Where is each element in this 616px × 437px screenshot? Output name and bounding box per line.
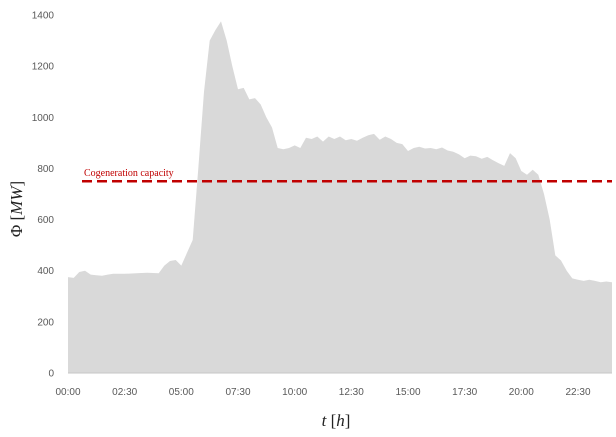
y-tick-label: 200	[37, 317, 54, 328]
y-tick-label: 1400	[32, 11, 55, 22]
y-tick-label: 600	[37, 215, 54, 226]
cogeneration-capacity-label: Cogeneration capacity	[84, 168, 174, 179]
x-tick-label: 05:00	[169, 387, 194, 398]
y-tick-label: 400	[37, 266, 54, 277]
x-tick-label: 00:00	[55, 387, 80, 398]
y-tick-label: 0	[48, 369, 54, 380]
y-tick-label: 800	[37, 164, 54, 175]
y-axis-ticks: 0 200 400 600 800 1000 1200 1400	[32, 11, 55, 380]
y-tick-label: 1000	[32, 113, 55, 124]
x-tick-label: 17:30	[452, 387, 477, 398]
x-tick-label: 10:00	[282, 387, 307, 398]
y-tick-label: 1200	[32, 62, 55, 73]
area-series-0	[68, 21, 612, 374]
x-tick-label: 22:30	[565, 387, 590, 398]
x-tick-label: 20:00	[509, 387, 534, 398]
x-tick-label: 12:30	[339, 387, 364, 398]
x-tick-label: 02:30	[112, 387, 137, 398]
y-axis-title: Φ [MW]	[7, 181, 26, 237]
x-axis-ticks: 00:00 02:30 05:00 07:30 10:00 12:30 15:00 17:30…	[55, 387, 590, 398]
area-layer	[68, 21, 612, 374]
x-tick-label: 07:30	[225, 387, 250, 398]
x-tick-label: 15:00	[395, 387, 420, 398]
x-axis-title: t [h]	[322, 411, 351, 430]
